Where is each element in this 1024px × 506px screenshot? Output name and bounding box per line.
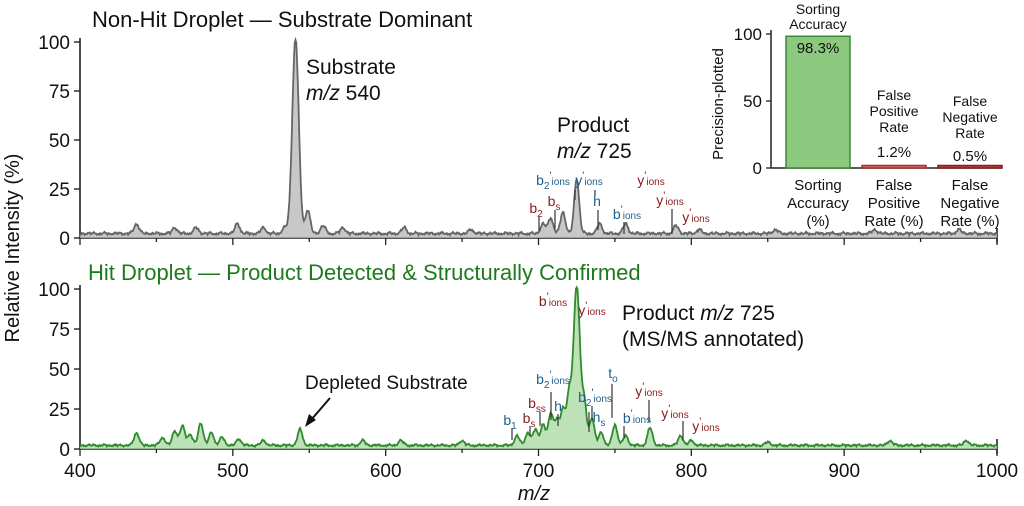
bottom-y-tick-label: 100 (38, 280, 70, 301)
top-spectrum-panel: Non-Hit Droplet — Substrate Dominant 0 25… (38, 7, 998, 250)
substrate-annotation: Substrate m/z 540 (306, 56, 396, 105)
bottom-ion-label: b'ions (623, 408, 651, 426)
depleted-substrate-arrow (310, 397, 331, 421)
bottom-ion-label: b1 (503, 412, 517, 432)
top-spectrum-line (79, 36, 998, 238)
x-tick-label: 700 (523, 461, 555, 482)
inset-y-tick-label: 100 (734, 25, 762, 44)
x-tick-label: 400 (64, 461, 96, 482)
inset-bar-1 (861, 164, 927, 169)
x-tick-label: 800 (675, 461, 707, 482)
y-axis-label: Relative Intensity (%) (2, 154, 24, 343)
top-ion-label: b2 (529, 200, 543, 220)
inset-category-label: False Negative Rate (%) (940, 177, 999, 230)
top-panel-title: Non-Hit Droplet — Substrate Dominant (92, 7, 472, 32)
inset-category-label: Sorting Accuracy (%) (787, 177, 849, 230)
bottom-ion-label: y'ions (578, 300, 605, 318)
bottom-ion-label: b2'ions (578, 387, 612, 409)
bottom-y-tick-label: 50 (49, 360, 70, 381)
top-y-tick-label: 50 (49, 131, 70, 152)
inset-value-label: 1.2% (877, 144, 911, 161)
top-y-tick-label: 100 (38, 33, 70, 54)
top-ion-label: y'ions (637, 170, 664, 188)
bottom-y-tick-label: 0 (59, 440, 70, 461)
bottom-ion-label: y'ions (692, 416, 719, 434)
x-tick-label: 500 (217, 461, 249, 482)
inset-value-label: 98.3% (797, 40, 840, 57)
top-ion-label: y'ions (575, 170, 602, 188)
bottom-ion-label: hs (593, 409, 606, 429)
bottom-spectrum-panel: Hit Droplet — Product Detected & Structu… (38, 260, 1018, 482)
x-axis-label: m/z (518, 483, 550, 505)
bottom-ion-label: b'ions (539, 291, 567, 309)
inset-y-tick-label: 0 (753, 159, 762, 178)
bottom-ion-label: y'ions (661, 403, 688, 421)
bottom-y-tick-label: 75 (49, 320, 70, 341)
depleted-substrate-annotation: Depleted Substrate (305, 373, 468, 394)
product-annotation: Product m/z 725 (557, 114, 632, 163)
inset-y-tick-label: 50 (743, 92, 762, 111)
top-y-tick-label: 25 (49, 180, 70, 201)
depleted-substrate-arrowhead (305, 414, 316, 427)
inset-value-label: 0.5% (953, 148, 987, 165)
bottom-spectrum-line (79, 285, 998, 449)
inset-y-axis-label: Precision-plotted (710, 48, 727, 160)
top-annotations: Substrate m/z 540 Product m/z 725 b2bsb2'ion… (306, 56, 710, 234)
top-ion-label: y'ions (656, 190, 683, 208)
inset-bar-title: False Negative Rate (942, 93, 997, 141)
bottom-ion-label: to (608, 365, 618, 385)
x-tick-label: 900 (828, 461, 860, 482)
top-ion-label: b2'ions (536, 170, 570, 192)
bottom-ion-label: h (554, 398, 562, 414)
bottom-ion-label: b2'ions (536, 369, 570, 391)
bottom-ion-label: y'ions (635, 381, 662, 399)
top-y-tick-label: 0 (59, 229, 70, 250)
bottom-y-tick-label: 25 (49, 400, 70, 421)
bottom-annotations: Product m/z 725 (MS/MS annotated) Depleted… (305, 291, 804, 440)
inset-bar-0 (785, 35, 851, 169)
inset-bar-title: False Positive Rate (869, 87, 918, 135)
top-y-tick-label: 75 (49, 82, 70, 103)
bottom-spectrum (79, 285, 998, 449)
x-tick-label: 1000 (976, 461, 1018, 482)
product-msms-annotation: Product m/z 725 (MS/MS annotated) (622, 302, 804, 351)
inset-bar-title: Sorting Accuracy (789, 1, 847, 32)
bottom-ion-label: bs (523, 410, 536, 430)
top-spectrum (79, 36, 998, 238)
inset-bar-chart: 0 50 100 Precision-plotted Sorting Accuracy (%… (710, 1, 1003, 230)
x-tick-label: 600 (370, 461, 402, 482)
inset-category-label: False Positive Rate (%) (864, 177, 923, 230)
top-ion-label: h (593, 193, 601, 209)
top-ion-label: y'ions (682, 207, 709, 225)
bottom-ion-label: bss (528, 395, 546, 415)
top-ion-label: b'ions (613, 204, 641, 222)
top-ion-label: bs (548, 193, 561, 213)
inset-bar-2 (937, 164, 1003, 169)
bottom-panel-title: Hit Droplet — Product Detected & Structu… (88, 260, 641, 285)
